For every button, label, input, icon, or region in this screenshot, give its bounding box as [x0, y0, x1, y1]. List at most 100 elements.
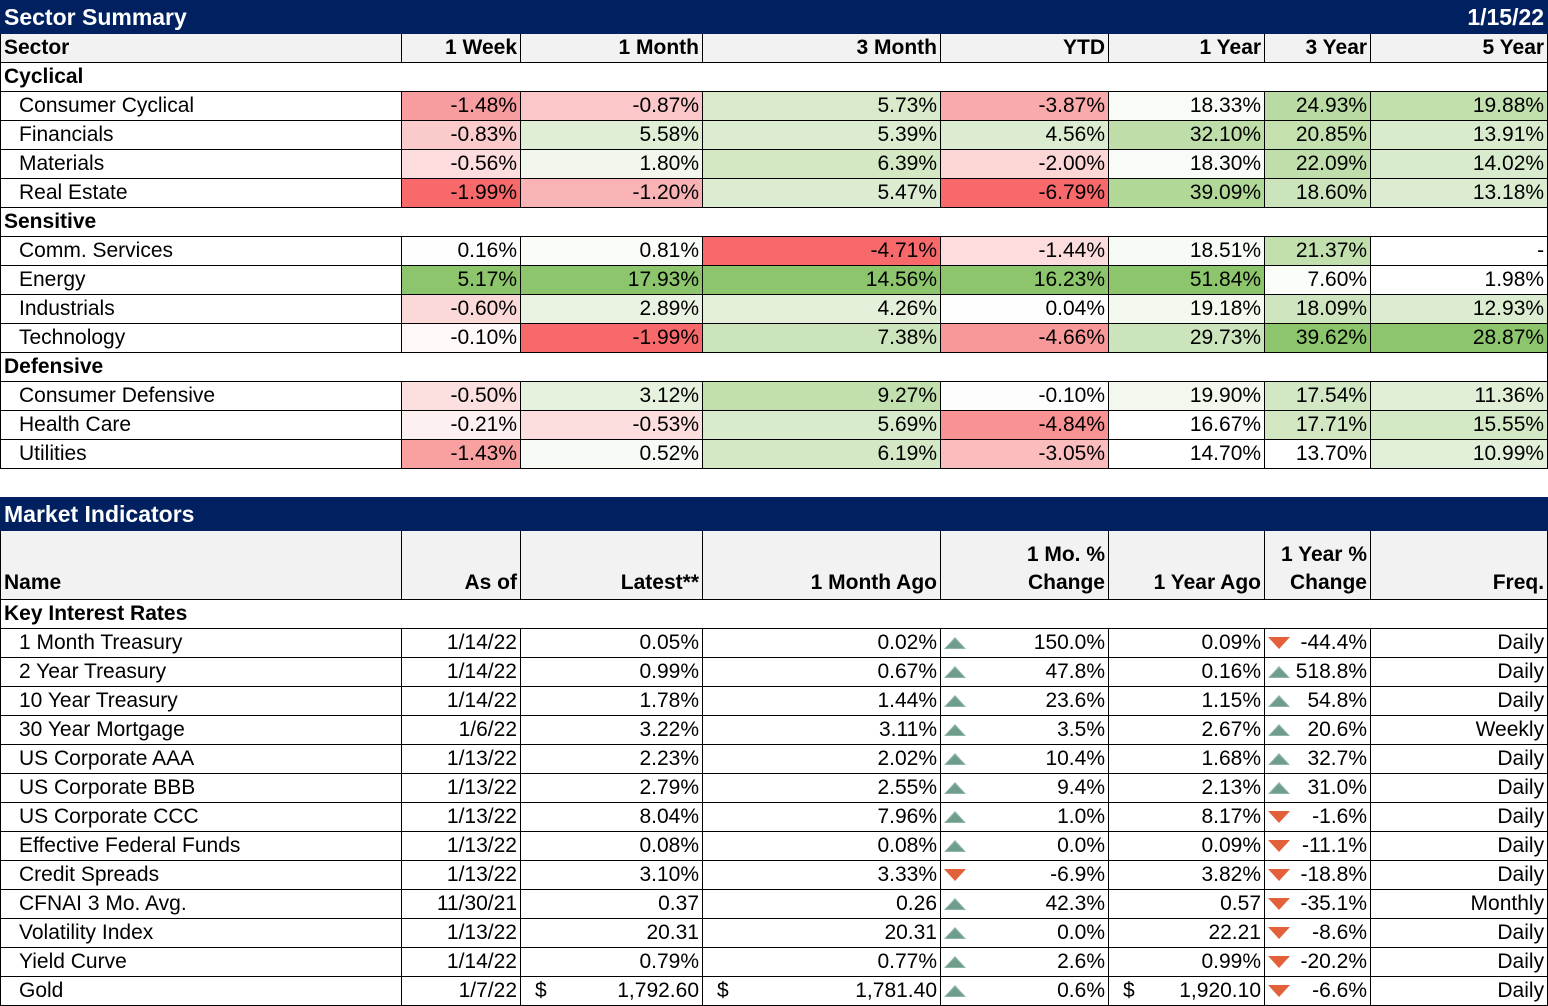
sector-summary-title: Sector Summary — [0, 0, 1266, 34]
indicator-latest-value: 0.08% — [639, 834, 699, 857]
indicator-month-ago: 0.08% — [702, 831, 941, 861]
indicator-mo-change: 23.6% — [940, 686, 1109, 716]
sector-value-cell: 1.80% — [520, 149, 703, 179]
col-header-latest: Latest** — [520, 530, 703, 600]
sector-name: Technology — [0, 323, 402, 353]
indicator-mo-change-value: 1.0% — [1057, 805, 1105, 828]
sector-value-cell: -3.87% — [940, 91, 1109, 121]
indicator-year-ago: 0.57 — [1108, 889, 1265, 919]
sector-summary-date: 1/15/22 — [1264, 0, 1548, 34]
sector-value-cell: 13.18% — [1370, 178, 1548, 208]
sector-value-cell: 32.10% — [1107, 120, 1266, 150]
indicator-latest-value: 1.78% — [639, 689, 699, 712]
indicator-month-ago-value: 3.11% — [879, 718, 937, 741]
sector-value-cell: 18.60% — [1264, 178, 1372, 208]
indicator-mo-change-value: 42.3% — [1045, 892, 1105, 915]
sector-value-cell: -0.60% — [401, 294, 521, 324]
indicator-row: US Corporate CCC 1/13/22 8.04% 7.96% 1.0% 8.1… — [0, 802, 1548, 832]
indicator-yr-change: 32.7% — [1264, 744, 1371, 774]
sector-value-cell: 13.70% — [1264, 439, 1372, 469]
indicator-latest-value: 0.37 — [658, 892, 699, 915]
indicator-month-ago-value: 0.02% — [877, 631, 937, 654]
indicator-month-ago: 20.31 — [702, 918, 941, 948]
sector-name: Comm. Services — [0, 236, 402, 266]
indicator-yr-change: -18.8% — [1264, 860, 1371, 890]
col-header-freq: Freq. — [1369, 530, 1548, 600]
sector-value-cell: 24.93% — [1264, 91, 1372, 121]
triangle-up-icon — [1268, 753, 1290, 765]
indicator-month-ago-value: 0.26 — [896, 892, 937, 915]
sector-value-cell: -1.20% — [520, 178, 703, 208]
indicator-month-ago: 3.11% — [702, 715, 941, 745]
indicator-year-ago: 2.67% — [1108, 715, 1265, 745]
indicator-latest: 2.79% — [520, 773, 703, 803]
sector-value-cell: 19.88% — [1370, 91, 1548, 121]
indicator-year-ago-value: 1.68% — [1201, 747, 1261, 770]
sector-row: Comm. Services 0.16% 0.81% -4.71% -1.44% 18.5… — [0, 236, 1548, 266]
sector-row: Real Estate -1.99% -1.20% 5.47% -6.79% 39.09%… — [0, 178, 1548, 208]
triangle-down-icon — [1268, 637, 1290, 649]
indicator-latest: 0.79% — [520, 947, 703, 977]
indicator-yr-change-value: -18.8% — [1300, 863, 1367, 886]
indicator-mo-change-value: 0.6% — [1057, 979, 1105, 1002]
col-header-yr-change: 1 Year % Change — [1264, 530, 1371, 600]
indicator-yr-change: -35.1% — [1264, 889, 1371, 919]
indicator-mo-change-value: 23.6% — [1045, 689, 1105, 712]
indicator-year-ago-value: 0.09% — [1201, 834, 1261, 857]
indicator-mo-change: 0.0% — [940, 831, 1109, 861]
market-indicators-table: Market Indicators Name As of Latest** 1 … — [0, 497, 1548, 1006]
indicator-as-of: 1/13/22 — [401, 831, 521, 861]
triangle-down-icon — [1268, 927, 1290, 939]
sector-value-cell: -0.53% — [520, 410, 703, 440]
indicator-yr-change: -44.4% — [1264, 628, 1371, 658]
indicator-name: US Corporate BBB — [0, 773, 402, 803]
sector-value-cell: 14.56% — [702, 265, 941, 295]
indicator-latest: 0.08% — [520, 831, 703, 861]
col-header-year-ago: 1 Year Ago — [1108, 530, 1265, 600]
sector-value-cell: -1.43% — [401, 439, 521, 469]
indicator-month-ago-value: 20.31 — [884, 921, 937, 944]
col-header-month-ago: 1 Month Ago — [702, 530, 941, 600]
indicator-latest-value: 3.22% — [639, 718, 699, 741]
sector-name: Consumer Defensive — [0, 381, 402, 411]
indicator-month-ago-value: 0.77% — [877, 950, 937, 973]
col-header-6: 3 Year — [1264, 33, 1372, 63]
indicator-year-ago: 0.09% — [1108, 628, 1265, 658]
indicator-year-ago: 2.13% — [1108, 773, 1265, 803]
sector-value-cell: -0.21% — [401, 410, 521, 440]
sector-value-cell: -0.87% — [520, 91, 703, 121]
sector-row: Utilities -1.43% 0.52% 6.19% -3.05% 14.70% 13.… — [0, 439, 1548, 469]
market-group-row: Key Interest Rates — [0, 599, 1548, 629]
triangle-down-icon — [944, 869, 966, 881]
sector-value-cell: - — [1370, 236, 1548, 266]
sector-value-cell: 3.12% — [520, 381, 703, 411]
indicator-latest: 8.04% — [520, 802, 703, 832]
indicator-year-ago-value: 0.09% — [1201, 631, 1261, 654]
triangle-down-icon — [1268, 898, 1290, 910]
indicator-latest-value: 1,792.60 — [617, 979, 699, 1002]
sector-value-cell: -1.99% — [401, 178, 521, 208]
sector-value-cell: 2.89% — [520, 294, 703, 324]
indicator-year-ago: 22.21 — [1108, 918, 1265, 948]
sector-group-row: Defensive — [0, 352, 1548, 382]
col-header-3: 3 Month — [702, 33, 941, 63]
indicator-row: CFNAI 3 Mo. Avg. 11/30/21 0.37 0.26 42.3% 0.5… — [0, 889, 1548, 919]
indicator-name: 1 Month Treasury — [0, 628, 402, 658]
sector-group-label: Defensive — [0, 352, 1548, 382]
sector-value-cell: 18.09% — [1264, 294, 1372, 324]
indicator-row: Gold 1/7/22 $1,792.60 $1,781.40 0.6% $1,920.1… — [0, 976, 1548, 1006]
indicator-latest: 3.10% — [520, 860, 703, 890]
market-indicators-title: Market Indicators — [0, 497, 1548, 531]
indicator-year-ago: 3.82% — [1108, 860, 1265, 890]
indicator-mo-change-value: 9.4% — [1057, 776, 1105, 799]
indicator-mo-change-value: 0.0% — [1057, 921, 1105, 944]
indicator-yr-change: 54.8% — [1264, 686, 1371, 716]
indicator-month-ago-value: 7.96% — [877, 805, 937, 828]
sector-value-cell: 18.30% — [1107, 149, 1266, 179]
sector-row: Consumer Cyclical -1.48% -0.87% 5.73% -3.87%… — [0, 91, 1548, 121]
indicator-latest-value: 20.31 — [646, 921, 699, 944]
sector-name: Consumer Cyclical — [0, 91, 402, 121]
sector-value-cell: 6.39% — [702, 149, 941, 179]
indicator-as-of: 1/14/22 — [401, 686, 521, 716]
indicator-year-ago-value: 0.16% — [1201, 660, 1261, 683]
